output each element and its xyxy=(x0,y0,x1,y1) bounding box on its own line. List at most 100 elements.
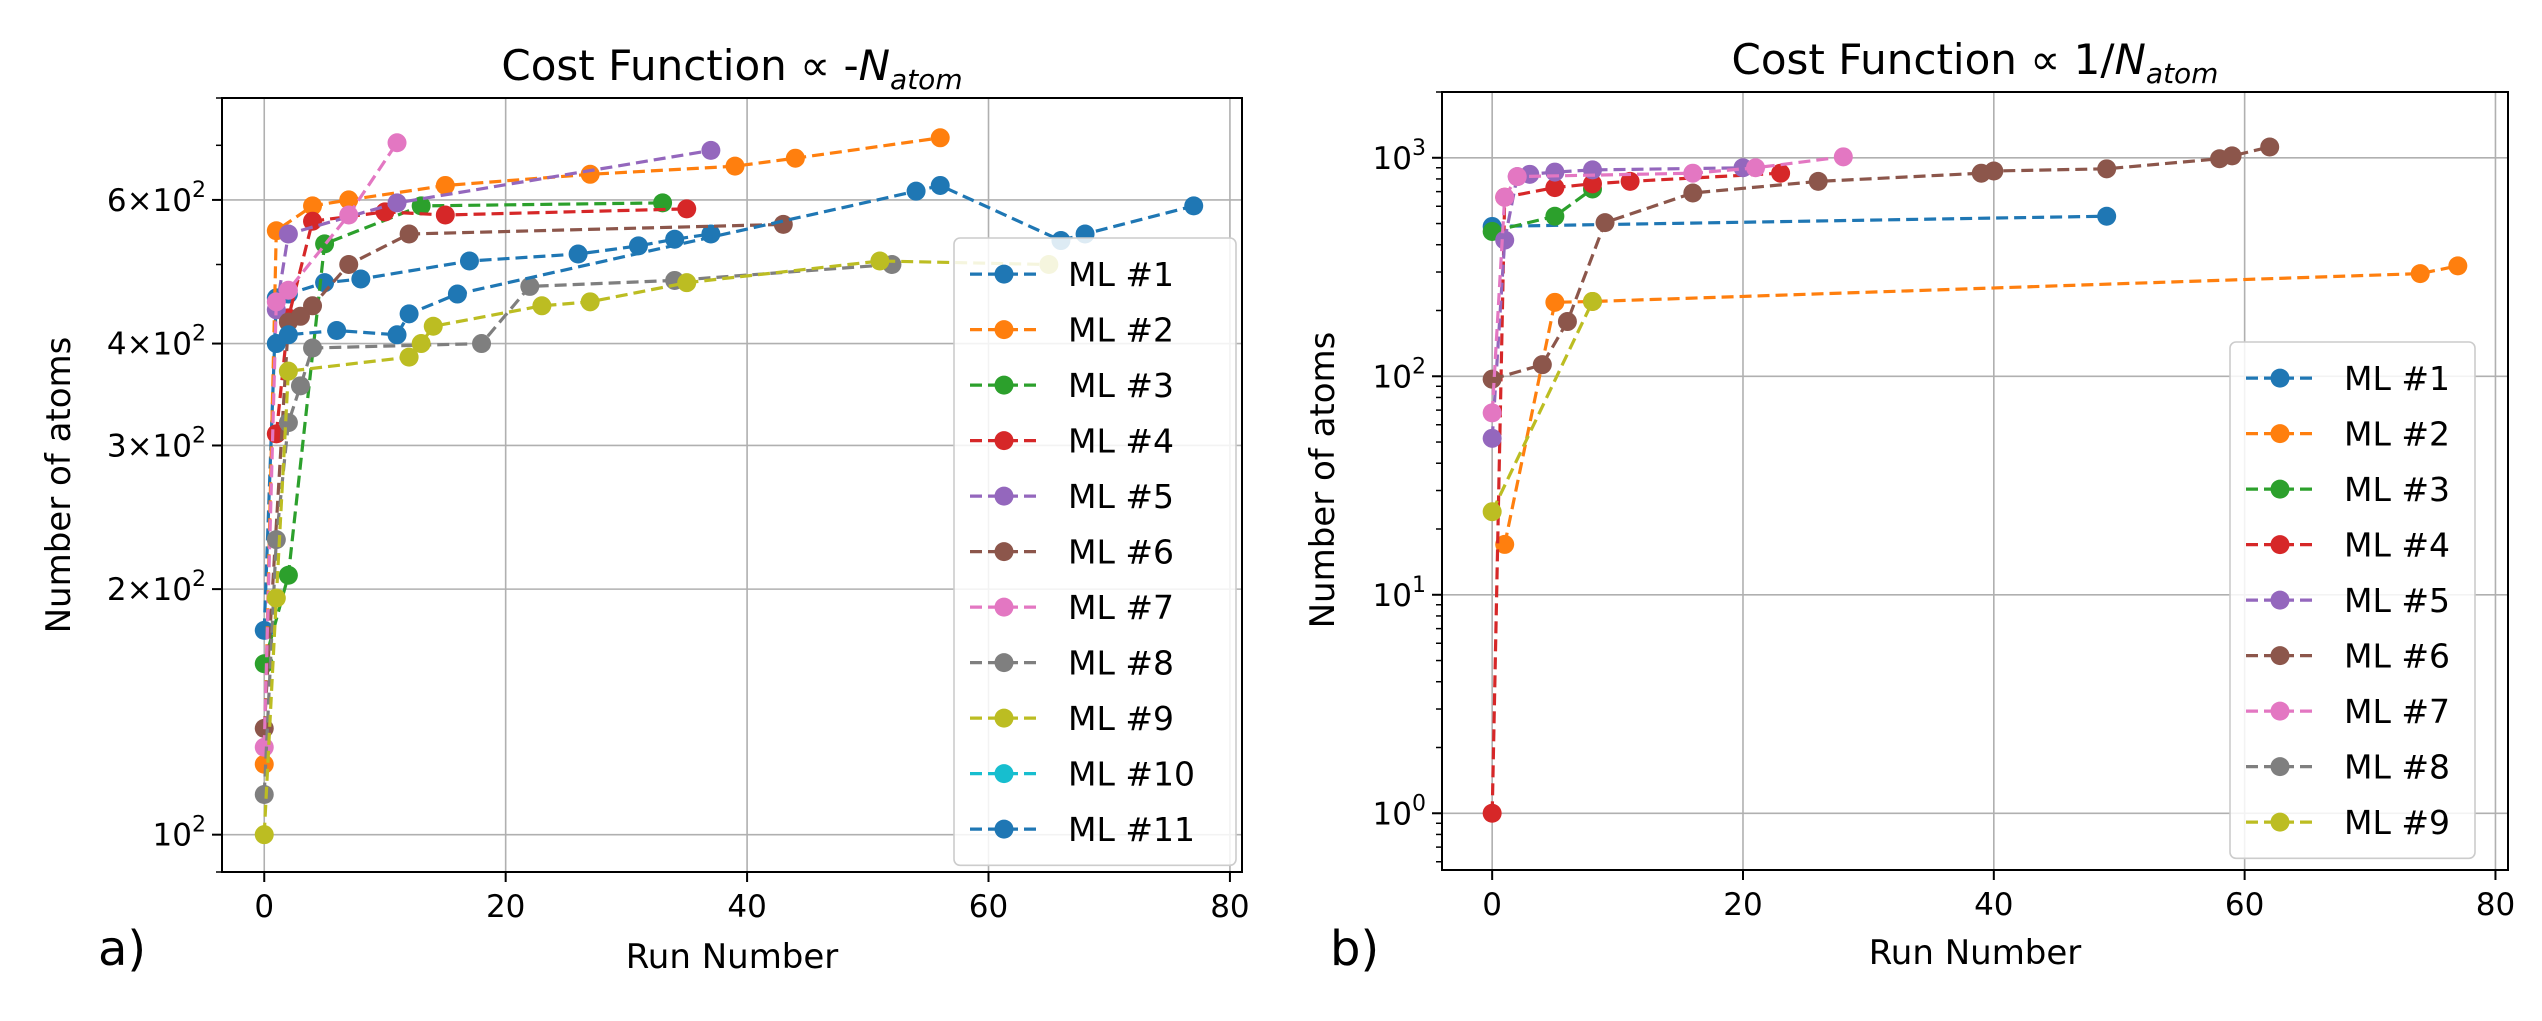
data-point xyxy=(278,361,298,381)
data-point xyxy=(1482,803,1502,823)
chart-title: Cost Function ∝ -Natom xyxy=(501,41,962,96)
legend-marker xyxy=(994,486,1014,506)
data-point xyxy=(1507,167,1527,187)
data-point xyxy=(315,273,335,293)
data-point xyxy=(266,588,286,608)
data-point xyxy=(1532,355,1552,375)
legend-item: ML #9 xyxy=(970,699,1174,738)
panel-label-b: b) xyxy=(1330,921,1379,977)
data-point xyxy=(266,530,286,550)
data-point xyxy=(435,205,455,225)
chart-title: Cost Function ∝ 1/Natom xyxy=(1732,35,2219,90)
legend-marker xyxy=(994,320,1014,340)
series-line xyxy=(1490,155,1844,413)
data-point xyxy=(628,236,648,256)
plot-frame xyxy=(1441,91,2509,871)
y-tick-label: 103 xyxy=(1373,136,1426,177)
series-line xyxy=(262,136,941,765)
legend-item: ML #10 xyxy=(970,755,1195,794)
data-point xyxy=(1771,163,1791,183)
legend-marker xyxy=(994,653,1014,673)
legend-marker xyxy=(994,375,1014,395)
legend-box xyxy=(2229,341,2476,860)
data-point xyxy=(2260,137,2280,157)
y-tick-label: 2×102 xyxy=(107,567,206,608)
legend-item: ML #4 xyxy=(2246,526,2450,565)
y-tick-label: 3×102 xyxy=(107,423,206,464)
data-point xyxy=(278,280,298,300)
data-point xyxy=(303,338,323,358)
legend-item: ML #9 xyxy=(2246,803,2450,842)
chart-b: 0 20 40 60 80 100 101 102 103 Cost Function ∝ 1/N… xyxy=(1303,35,2515,973)
legend-label: ML #7 xyxy=(2344,692,2450,731)
x-tick-label: 20 xyxy=(486,889,525,925)
series-1 xyxy=(254,224,721,640)
legend-item: ML #1 xyxy=(970,255,1174,294)
legend-label: ML #3 xyxy=(2344,470,2450,509)
series-8 xyxy=(254,255,902,805)
legend-label: ML #7 xyxy=(1068,588,1174,627)
series-5 xyxy=(1482,158,1753,448)
data-point xyxy=(1482,403,1502,423)
y-tick-label: 4×102 xyxy=(107,322,206,363)
data-point xyxy=(278,224,298,244)
legend-item: ML #6 xyxy=(970,533,1174,572)
data-point xyxy=(266,292,286,312)
data-point xyxy=(411,334,431,354)
series-9 xyxy=(254,251,1059,845)
legend: ML #1 ML #2 ML #3 ML #4 ML #5 ML #6 ML #7 ML #8… xyxy=(2229,341,2476,860)
data-point xyxy=(339,205,359,225)
data-point xyxy=(254,825,274,845)
x-axis-label: Run Number xyxy=(626,937,839,977)
data-point xyxy=(677,273,697,293)
series-9 xyxy=(1482,291,1602,522)
series-line xyxy=(262,141,399,748)
legend: ML #1 ML #2 ML #3 ML #4 ML #5 ML #6 ML #7 ML #8… xyxy=(953,237,1237,867)
data-point xyxy=(399,347,419,367)
data-point xyxy=(472,334,492,354)
data-point xyxy=(447,284,467,304)
data-point xyxy=(568,244,588,264)
series-4 xyxy=(1482,163,1791,823)
x-axis-label: Run Number xyxy=(1869,933,2082,973)
data-point xyxy=(906,181,926,201)
data-point xyxy=(278,565,298,585)
series-line xyxy=(1490,171,1781,814)
series-5 xyxy=(266,140,721,320)
x-tick-label: 0 xyxy=(1482,887,1502,923)
legend-label: ML #10 xyxy=(1068,755,1195,794)
data-point xyxy=(580,164,600,184)
data-point xyxy=(2448,256,2468,276)
data-point xyxy=(2097,159,2117,179)
x-tick-label: 40 xyxy=(1974,887,2013,923)
data-point xyxy=(1582,174,1602,194)
y-tick-label: 101 xyxy=(1373,573,1426,614)
data-point xyxy=(1595,213,1615,233)
legend-item: ML #4 xyxy=(970,422,1174,461)
legend-item: ML #2 xyxy=(970,311,1174,350)
legend-label: ML #6 xyxy=(1068,533,1174,572)
legend-item: ML #5 xyxy=(2246,581,2450,620)
x-tick-label: 20 xyxy=(1723,887,1762,923)
legend-marker xyxy=(2270,590,2290,610)
data-point xyxy=(1545,178,1565,198)
data-point xyxy=(1482,369,1502,389)
data-point xyxy=(1495,534,1515,554)
data-point xyxy=(1683,183,1703,203)
data-point xyxy=(399,304,419,324)
legend-marker xyxy=(994,431,1014,451)
data-point xyxy=(351,269,371,289)
data-point xyxy=(339,255,359,275)
chart-a: 0 20 40 60 80 102 2×102 3×102 4×102 6×102 Cost Fun… xyxy=(39,41,1250,977)
series-line xyxy=(1490,166,1744,439)
legend-item: ML #2 xyxy=(2246,415,2450,454)
legend-marker xyxy=(2270,424,2290,444)
data-point xyxy=(1482,428,1502,448)
data-point xyxy=(1620,171,1640,191)
data-point xyxy=(387,193,407,213)
legend-item: ML #6 xyxy=(2246,637,2450,676)
legend-marker xyxy=(994,819,1014,839)
legend-label: ML #4 xyxy=(1068,422,1174,461)
data-point xyxy=(930,175,950,195)
